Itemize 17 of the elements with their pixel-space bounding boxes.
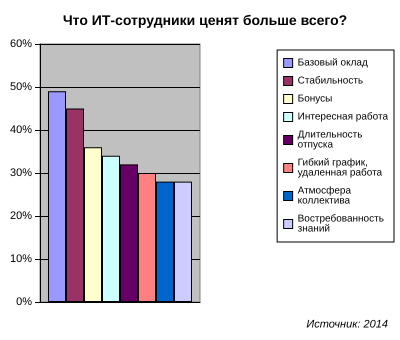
legend-label: Базовый оклад [298,58,368,68]
legend-label: Востребованность знаний [298,214,387,234]
y-tick-label: 20% [10,210,32,222]
y-tick-label: 40% [10,124,32,136]
legend-label: Бонусы [298,94,332,104]
legend-label: Атмосфера коллектива [298,186,354,206]
legend-label: Гибкий график, удаленная работа [298,158,383,178]
text: Источник: 2014 [306,318,388,330]
legend-label: Интересная работа [298,112,388,122]
y-tick-label: 0% [16,296,32,308]
legend-label: Стабильность [298,76,364,86]
y-tick-label: 50% [10,81,32,93]
y-tick-label: 60% [10,38,32,50]
y-tick-label: 30% [10,167,32,179]
chart-title: Что ИТ-сотрудники ценят больше всего? [62,12,348,28]
legend-label: Длительность отпуска [298,130,366,150]
y-tick-label: 10% [10,253,32,265]
